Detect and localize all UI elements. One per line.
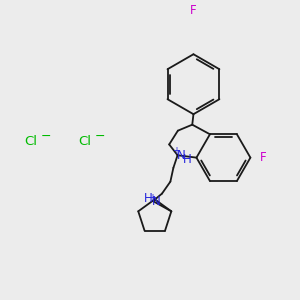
Text: −: − bbox=[94, 130, 105, 143]
Text: H: H bbox=[143, 192, 152, 205]
Text: +: + bbox=[148, 193, 156, 203]
Text: Cl: Cl bbox=[78, 135, 91, 148]
Text: F: F bbox=[190, 4, 197, 17]
Text: N: N bbox=[152, 195, 161, 208]
Text: F: F bbox=[260, 151, 266, 164]
Text: N: N bbox=[177, 149, 185, 162]
Text: Cl: Cl bbox=[24, 135, 37, 148]
Text: +: + bbox=[172, 146, 180, 156]
Text: −: − bbox=[40, 130, 51, 143]
Text: H: H bbox=[183, 153, 192, 166]
